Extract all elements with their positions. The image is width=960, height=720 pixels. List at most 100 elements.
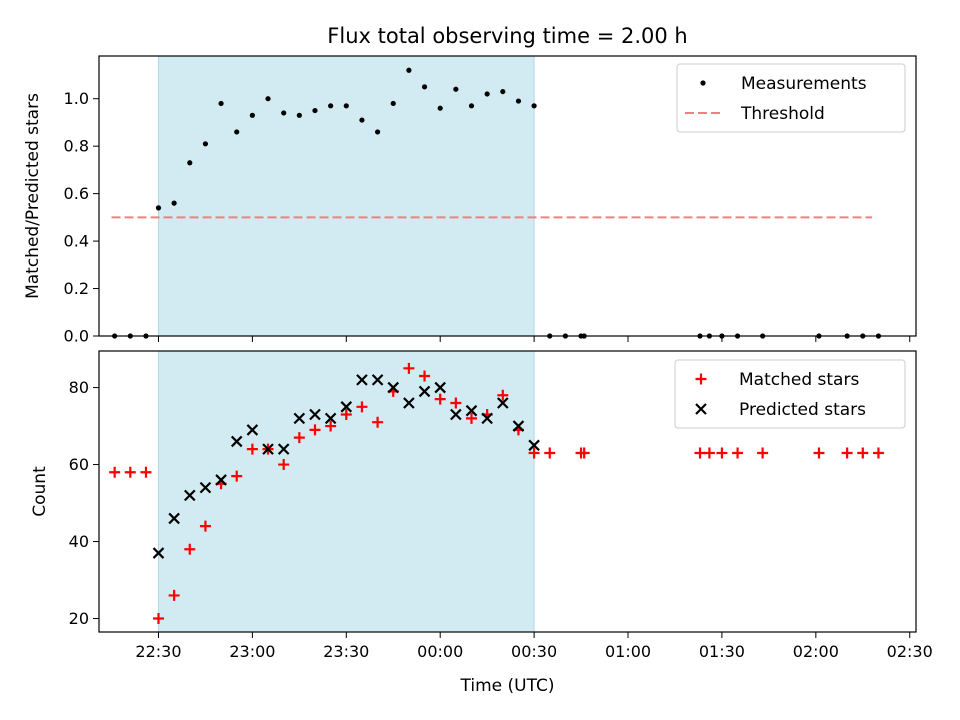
x-tick-label: 02:00 xyxy=(793,642,839,661)
measurement-point xyxy=(421,84,428,90)
predicted-star-point xyxy=(465,404,478,417)
legend-label-measurements: Measurements xyxy=(741,74,867,94)
axes-frame-top xyxy=(98,55,917,337)
predicted-star-point xyxy=(309,408,321,421)
y-tick-label-bottom: 20 xyxy=(69,609,89,628)
x-tick-label: 01:00 xyxy=(605,642,651,661)
matched-star-point xyxy=(356,401,368,413)
matched-star-point xyxy=(434,393,446,405)
legend-box-bottom xyxy=(674,359,906,429)
matched-star-point xyxy=(466,412,478,424)
matched-star-point xyxy=(857,447,869,459)
matched-star-point xyxy=(246,443,258,455)
matched-star-point xyxy=(140,466,152,478)
measurement-point xyxy=(171,200,177,206)
measurement-point xyxy=(500,88,506,95)
matched-star-point xyxy=(694,447,706,459)
matched-star-point xyxy=(372,416,384,428)
legend-label-matched: Matched stars xyxy=(739,370,859,390)
y-axis-label-top: Matched/Predicted stars xyxy=(23,93,43,299)
measurement-point xyxy=(515,98,522,104)
predicted-star-point xyxy=(481,412,493,425)
predicted-star-point xyxy=(497,397,509,409)
chart-title: Flux total observing time = 2.00 h xyxy=(327,24,687,48)
predicted-star-point xyxy=(184,489,196,502)
measurement-point xyxy=(406,67,412,73)
measurement-point xyxy=(202,141,209,147)
y-tick-label-top: 0.0 xyxy=(64,327,89,346)
predicted-star-point xyxy=(199,481,212,494)
measurement-point xyxy=(234,129,240,135)
observing-window-shade-bottom xyxy=(157,350,535,633)
matched-star-point xyxy=(528,447,540,459)
matched-star-point xyxy=(403,362,415,374)
y-tick-label-bottom: 80 xyxy=(69,378,89,397)
measurement-point xyxy=(390,100,396,107)
matched-star-point xyxy=(757,447,769,459)
matched-star-point xyxy=(450,397,462,409)
x-tick-label: 23:30 xyxy=(323,642,369,661)
predicted-star-point xyxy=(340,401,353,413)
x-axis-label: Time (UTC) xyxy=(460,676,555,696)
matched-star-point xyxy=(732,447,744,459)
measurement-point xyxy=(453,86,459,92)
x-tick-label: 00:00 xyxy=(417,642,463,661)
x-tick-label: 00:30 xyxy=(511,642,557,661)
x-tick-label: 02:30 xyxy=(887,642,933,661)
matched-star-point xyxy=(168,589,180,601)
legend-box-top xyxy=(676,63,906,133)
legend-marker-matched xyxy=(695,373,707,385)
matched-star-point xyxy=(109,466,121,478)
predicted-star-point xyxy=(403,397,415,409)
x-tick-label: 23:00 xyxy=(229,642,275,661)
matched-star-point xyxy=(152,613,164,625)
x-tick-label: 01:30 xyxy=(699,642,745,661)
legend-marker-measurements xyxy=(700,80,706,86)
matched-star-point xyxy=(578,447,590,459)
x-tick-label: 22:30 xyxy=(135,642,181,661)
y-tick-label-top: 0.2 xyxy=(64,279,89,298)
predicted-star-point xyxy=(371,374,384,386)
measurement-point xyxy=(155,205,162,211)
measurement-point xyxy=(296,112,302,118)
matched-star-point xyxy=(544,447,556,459)
predicted-star-point xyxy=(262,443,274,455)
matched-star-point xyxy=(813,447,825,459)
legend-label-threshold: Threshold xyxy=(740,104,825,124)
matched-star-point xyxy=(309,424,321,436)
matched-star-point xyxy=(325,420,337,432)
matched-star-point xyxy=(293,432,305,444)
predicted-star-point xyxy=(215,474,227,486)
matched-star-point xyxy=(872,447,884,459)
matched-star-point xyxy=(231,470,243,482)
legend-marker-predicted xyxy=(695,403,707,415)
predicted-star-point xyxy=(528,439,540,452)
measurement-point xyxy=(249,112,255,118)
y-tick-label-top: 1.0 xyxy=(64,89,89,108)
predicted-star-point xyxy=(293,412,306,425)
measurement-point xyxy=(265,96,271,102)
predicted-star-point xyxy=(450,408,462,421)
measurement-point xyxy=(374,129,381,135)
predicted-star-point xyxy=(152,547,165,559)
measurement-point xyxy=(484,91,490,97)
measurement-point xyxy=(328,103,334,109)
matched-star-point xyxy=(497,389,509,401)
predicted-star-point xyxy=(324,412,337,425)
measurement-point xyxy=(218,100,224,107)
predicted-star-point xyxy=(356,374,368,386)
predicted-star-point xyxy=(168,512,180,525)
predicted-star-point xyxy=(230,435,243,448)
measurement-point xyxy=(359,117,365,123)
legend-label-predicted: Predicted stars xyxy=(739,400,866,420)
matched-star-point xyxy=(703,447,715,459)
predicted-star-point xyxy=(418,385,431,398)
matched-star-point xyxy=(716,447,728,459)
measurement-point xyxy=(312,107,318,114)
measurement-point xyxy=(437,105,443,111)
matched-star-point xyxy=(199,520,211,532)
predicted-star-point xyxy=(246,424,259,436)
y-tick-label-bottom: 60 xyxy=(69,455,89,474)
measurement-point xyxy=(531,103,537,109)
